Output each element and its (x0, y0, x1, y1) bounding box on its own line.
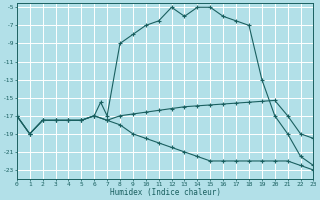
X-axis label: Humidex (Indice chaleur): Humidex (Indice chaleur) (110, 188, 220, 197)
